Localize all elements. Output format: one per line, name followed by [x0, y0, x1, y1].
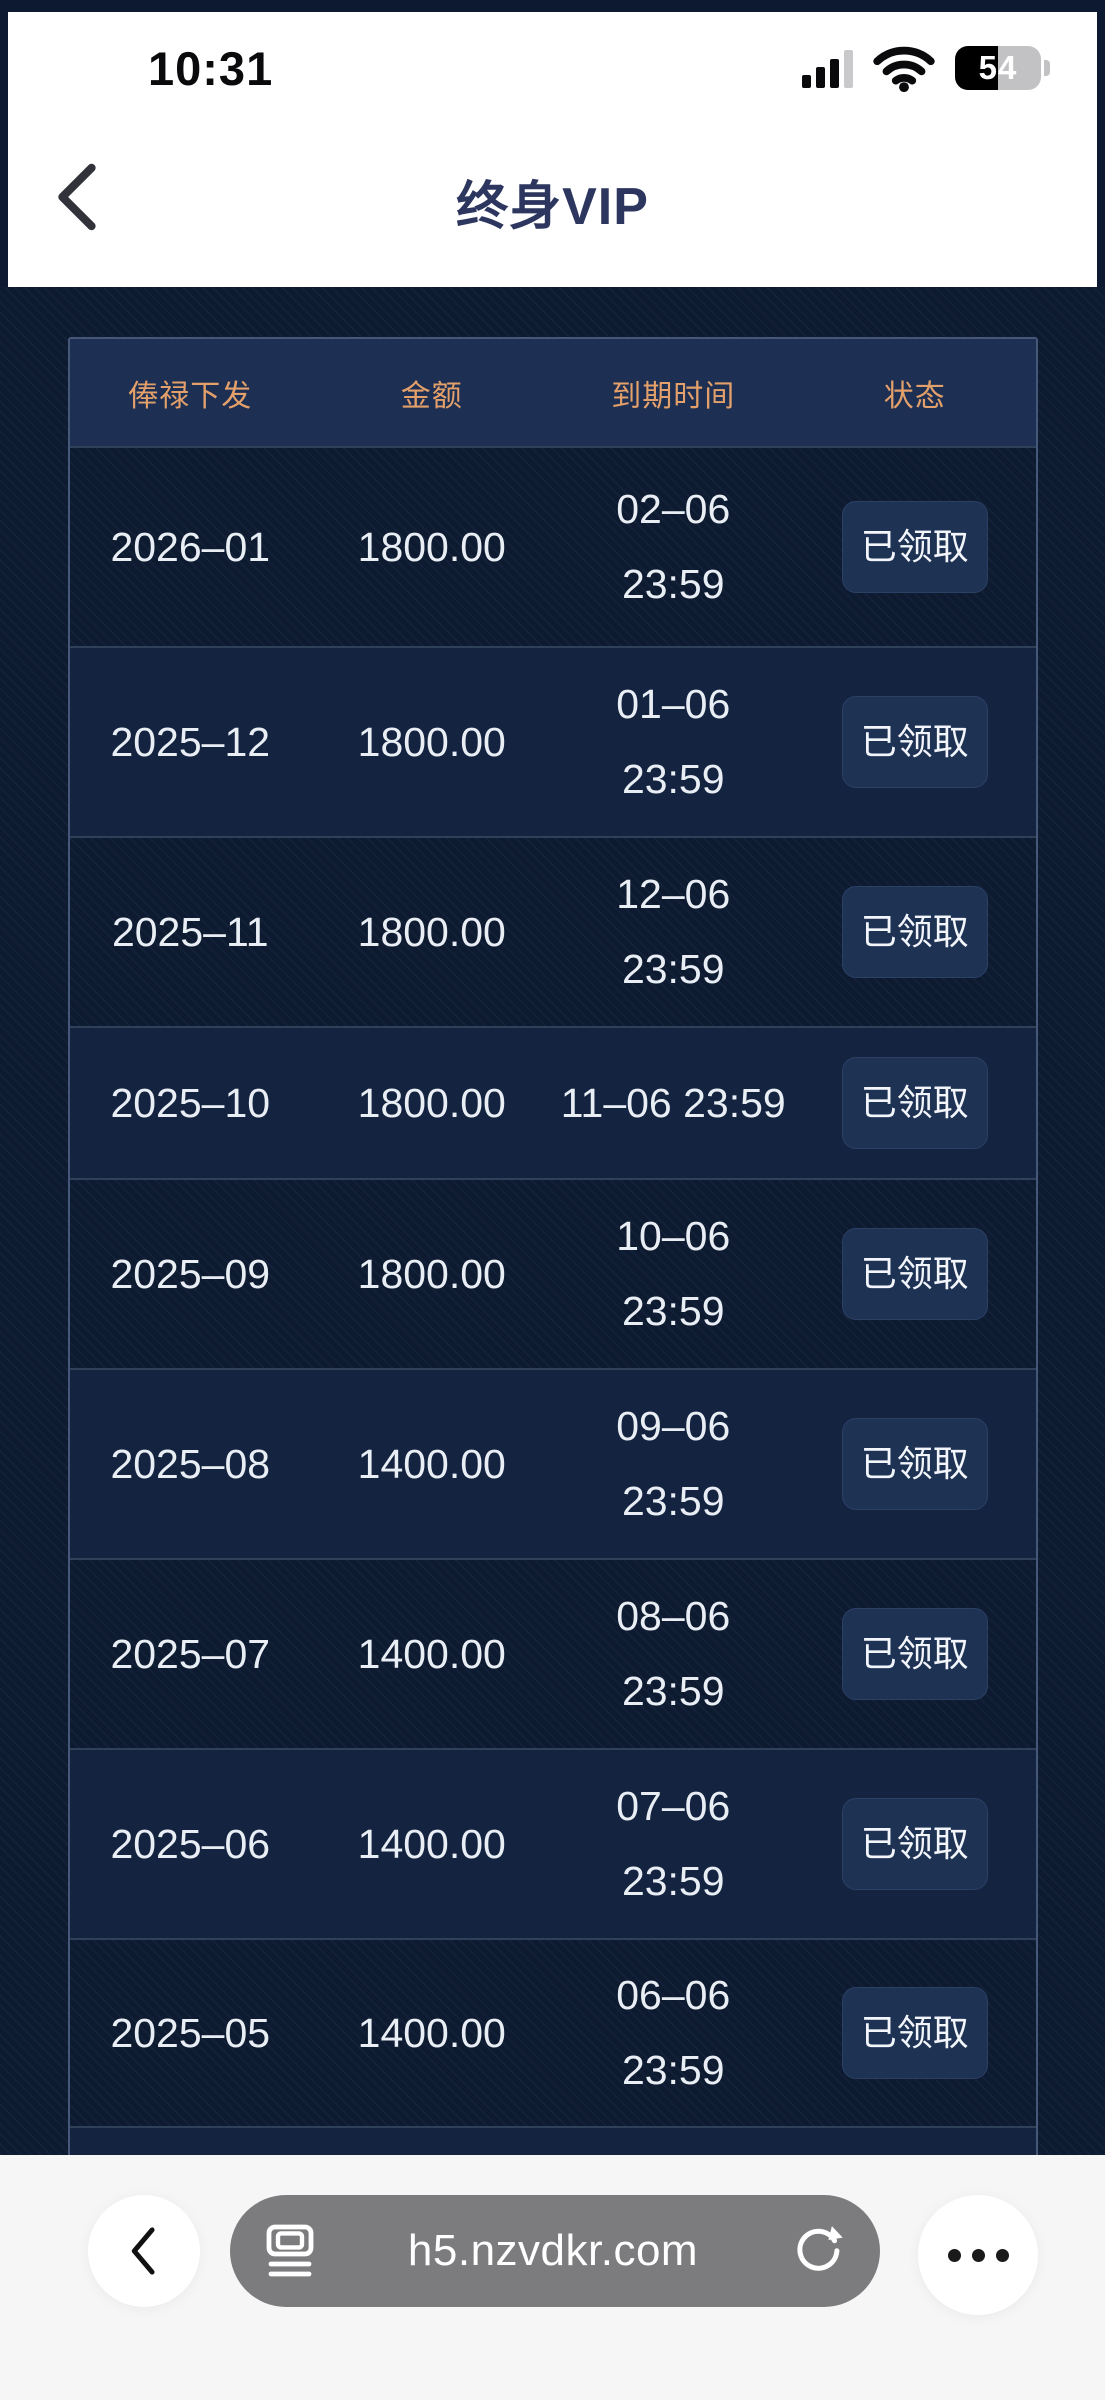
address-bar[interactable]: h5.nzvdkr.com [230, 2195, 880, 2307]
table-row: 2025–11 1800.00 12–06 23:59 已领取 [69, 836, 1036, 1026]
table-row: 2025–10 1800.00 11–06 23:59 已领取 [69, 1026, 1036, 1178]
row-period: 2025–06 [110, 1820, 271, 1867]
row-expire: 07–06 23:59 [616, 1783, 731, 1904]
table-row: 2025–07 1400.00 08–06 23:59 已领取 [69, 1558, 1036, 1748]
table-row: 2025–06 1400.00 07–06 23:59 已领取 [69, 1748, 1036, 1938]
claimed-button[interactable]: 已领取 [841, 886, 988, 978]
back-button[interactable] [46, 162, 106, 234]
ellipsis-icon [947, 2248, 1009, 2262]
table-row-partial [69, 2126, 1036, 2155]
reload-icon [797, 2226, 843, 2271]
row-status: 已领取 [794, 1608, 1036, 1700]
claimed-button[interactable]: 已领取 [841, 1057, 988, 1149]
row-period: 2025–11 [111, 908, 269, 955]
reload-button[interactable] [790, 2223, 846, 2279]
row-amount: 1800.00 [357, 718, 506, 765]
row-period: 2025–12 [110, 718, 271, 765]
col-header-period: 俸禄下发 [128, 379, 253, 413]
salary-table: 俸禄下发 金额 到期时间 状态 2026–01 1800.00 02–06 23:5… [67, 337, 1038, 2155]
page-content: 俸禄下发 金额 到期时间 状态 2026–01 1800.00 02–06 23:5… [0, 287, 1105, 2155]
screen-top-frame [0, 0, 1105, 12]
table-header-row: 俸禄下发 金额 到期时间 状态 [69, 339, 1036, 446]
chevron-left-icon [131, 2227, 155, 2275]
table-row: 2025–12 1800.00 01–06 23:59 已领取 [69, 646, 1036, 836]
row-period: 2025–10 [110, 1079, 271, 1126]
row-amount: 1800.00 [357, 908, 506, 955]
row-expire: 08–06 23:59 [616, 1593, 731, 1714]
battery-icon: 54 [955, 46, 1050, 90]
table-row: 2025–05 1400.00 06–06 23:59 已领取 [69, 1938, 1036, 2126]
row-status: 已领取 [794, 1798, 1036, 1890]
row-status: 已领取 [794, 501, 1036, 593]
url-text: h5.nzvdkr.com [407, 2226, 699, 2275]
row-amount: 1400.00 [357, 1630, 506, 1677]
row-amount: 1400.00 [357, 2009, 506, 2056]
table-row: 2026–01 1800.00 02–06 23:59 已领取 [69, 446, 1036, 646]
row-amount: 1400.00 [357, 1820, 506, 1867]
row-period: 2026–01 [110, 523, 271, 570]
clock-time: 10:31 [148, 41, 274, 95]
row-period: 2025–08 [110, 1440, 271, 1487]
row-period: 2025–09 [110, 1250, 271, 1297]
row-status: 已领取 [794, 1228, 1036, 1320]
chevron-left-icon [58, 163, 96, 231]
claimed-button[interactable]: 已领取 [841, 696, 988, 788]
row-amount: 1800.00 [357, 1079, 506, 1126]
wifi-icon [873, 44, 935, 92]
reader-icon [266, 2224, 314, 2277]
row-expire: 02–06 23:59 [616, 486, 731, 607]
row-expire: 11–06 23:59 [560, 1079, 786, 1126]
table-body: 2026–01 1800.00 02–06 23:59 已领取 2025–12 1800.… [69, 446, 1036, 2126]
col-header-expire: 到期时间 [611, 379, 736, 413]
row-expire: 06–06 23:59 [616, 1972, 731, 2093]
row-period: 2025–05 [110, 2009, 271, 2056]
claimed-button[interactable]: 已领取 [841, 1418, 988, 1510]
more-options-button[interactable] [918, 2195, 1038, 2315]
browser-toolbar: h5.nzvdkr.com [0, 2155, 1105, 2400]
claimed-button[interactable]: 已领取 [841, 1228, 988, 1320]
table-row: 2025–08 1400.00 09–06 23:59 已领取 [69, 1368, 1036, 1558]
claimed-button[interactable]: 已领取 [841, 1798, 988, 1890]
row-amount: 1800.00 [357, 1250, 506, 1297]
row-expire: 10–06 23:59 [616, 1213, 731, 1334]
row-amount: 1800.00 [357, 523, 506, 570]
page-title: 终身VIP [456, 178, 649, 236]
col-header-status: 状态 [883, 379, 946, 413]
claimed-button[interactable]: 已领取 [841, 1987, 988, 2079]
claimed-button[interactable]: 已领取 [841, 1608, 988, 1700]
status-nav-sheet: 10:31 54 终身VIP [8, 12, 1097, 287]
row-expire: 09–06 23:59 [616, 1403, 731, 1524]
row-status: 已领取 [794, 886, 1036, 978]
row-amount: 1400.00 [357, 1440, 506, 1487]
table-row: 2025–09 1800.00 10–06 23:59 已领取 [69, 1178, 1036, 1368]
row-period: 2025–07 [110, 1630, 271, 1677]
row-status: 已领取 [794, 1057, 1036, 1149]
claimed-button[interactable]: 已领取 [841, 501, 988, 593]
col-header-amount: 金额 [400, 379, 463, 413]
row-expire: 12–06 23:59 [616, 871, 731, 992]
row-status: 已领取 [794, 1987, 1036, 2079]
browser-back-button[interactable] [88, 2195, 200, 2307]
row-status: 已领取 [794, 696, 1036, 788]
row-expire: 01–06 23:59 [616, 681, 731, 802]
status-icons: 54 [802, 44, 1050, 92]
row-status: 已领取 [794, 1418, 1036, 1510]
signal-bars-icon [802, 48, 853, 88]
battery-percent: 54 [978, 49, 1018, 86]
status-bar: 10:31 54 [8, 12, 1097, 96]
nav-bar: 终身VIP [8, 154, 1097, 274]
